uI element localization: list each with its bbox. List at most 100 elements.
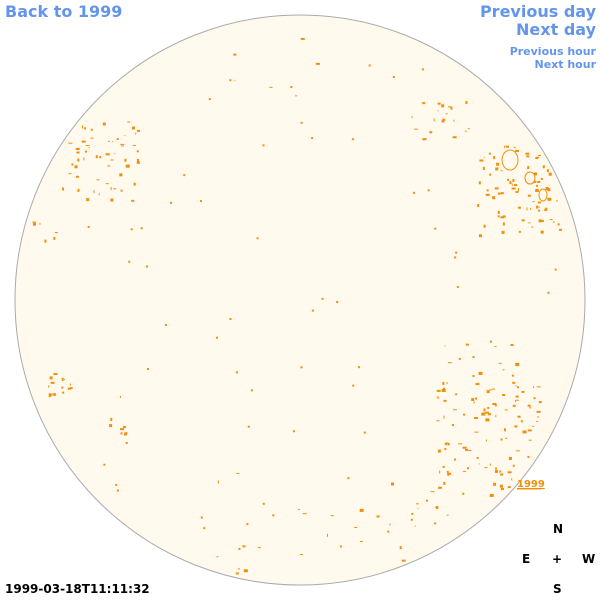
sunspot [85,145,90,147]
sunspot [358,366,361,369]
sunspot [433,118,435,122]
sunspot [250,389,253,392]
sunspot [489,493,494,497]
sunspot [77,188,80,192]
sunspot [124,158,127,162]
sunspot [535,189,540,192]
sunspot [458,357,461,360]
sunspot [32,222,36,226]
sunspot [262,144,265,147]
timestamp: 1999-03-18T11:11:32 [5,582,150,596]
sunspot [422,138,425,141]
sunspot [488,152,491,155]
sunspot [504,145,506,149]
sunspot [339,545,342,548]
sunspot [427,189,430,192]
sunspot [290,86,293,89]
sunspot [116,138,119,141]
sunspot [536,420,539,422]
sunspot [502,369,505,371]
sunspot [485,418,490,422]
sunspot [536,410,541,413]
sunspot [300,37,305,40]
sunspot [495,167,499,171]
sunspot [511,183,513,186]
sunspot [363,431,366,434]
sunspot [527,455,530,458]
sunspot [112,141,114,143]
sunspot [437,110,439,112]
sunspot [450,106,453,110]
sunspot [105,183,109,185]
sunspot [300,121,303,124]
sunspot [39,222,41,225]
sunspot [492,402,497,405]
sunspot [533,397,536,400]
sunspot [511,374,514,377]
sunspot [67,387,71,390]
sunspot [447,106,451,108]
sunspot [478,181,481,185]
sunspot [311,309,314,312]
sunspot [508,456,512,460]
sunspot [528,222,531,224]
sunspot [485,439,487,442]
previous-hour-link[interactable]: Previous hour [509,45,596,58]
sunspot [507,486,511,489]
sunspot [465,343,469,346]
sunspot [442,465,445,468]
sunspot [200,516,203,519]
sunspot [246,523,249,526]
sunspot [435,506,439,509]
sunspot [437,449,441,453]
sunspot [64,378,66,380]
sunspot [527,404,531,407]
sunspot [494,187,499,190]
sunspot [482,166,485,170]
sunspot [452,409,457,411]
sunspot [302,513,307,515]
sunspot [492,388,496,390]
sunspot [269,86,273,88]
sunspot [442,381,445,385]
sunspot [237,568,240,570]
sunspot [536,205,539,209]
next-day-link[interactable]: Next day [516,20,596,39]
sunspot [484,411,489,414]
sunspot [128,260,131,263]
sunspot [436,396,439,398]
sunspot [242,545,246,548]
back-link[interactable]: Back to 1999 [5,2,123,21]
compass-south: S [553,582,562,596]
sunspot [434,227,437,230]
sunspot [74,165,78,169]
sunspot [127,121,131,123]
sunspot [495,415,497,418]
sunspot [539,219,544,222]
sunspot [545,187,549,191]
sunspot [233,53,237,56]
sunspot [546,169,549,173]
sunspot [465,101,468,105]
sunspot [140,227,143,230]
year-label[interactable]: 1999 [517,479,545,490]
sunspot [102,122,106,126]
previous-day-link[interactable]: Previous day [479,2,596,21]
sunspot [535,184,538,187]
sunspot [515,450,520,452]
sunspot [203,527,206,530]
next-hour-link[interactable]: Next hour [534,58,597,71]
sunspot [507,471,512,474]
sunspot [257,547,261,549]
sunspot [120,428,125,431]
sunspot [506,145,510,148]
sunspot [76,151,80,154]
sunspot [533,180,537,183]
sunspot [68,173,72,175]
sunspot [556,199,558,202]
sunspot [441,389,446,393]
sunspot [53,393,56,397]
sunspot [515,190,519,193]
sunspot [110,159,114,161]
